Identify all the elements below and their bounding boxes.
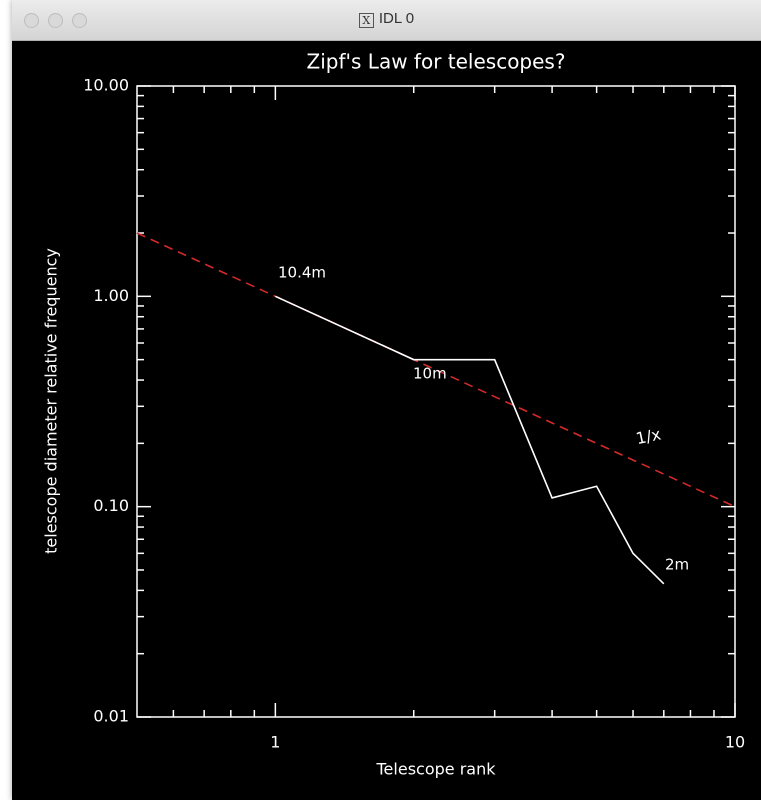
- y-tick-label: 0.10: [93, 496, 129, 515]
- x-axis-label: Telescope rank: [376, 760, 497, 779]
- x-tick-label: 1: [270, 733, 280, 752]
- chart-title: Zipf's Law for telescopes?: [307, 50, 566, 74]
- y-tick-label: 10.00: [83, 76, 129, 95]
- title-bar: X IDL 0: [12, 0, 761, 41]
- annotation: 10.4m: [278, 264, 326, 282]
- window-title-row: X IDL 0: [12, 10, 761, 28]
- plot-window: [12, 41, 761, 800]
- reference-line: [136, 232, 736, 508]
- y-tick-label: 0.01: [93, 707, 129, 726]
- minimize-button[interactable]: [48, 13, 63, 28]
- y-tick-label: 1.00: [93, 286, 129, 305]
- zoom-button[interactable]: [72, 13, 87, 28]
- annotation: 10m: [413, 365, 447, 383]
- plot-frame: [136, 85, 736, 718]
- close-button[interactable]: [24, 13, 39, 28]
- window-title: IDL 0: [378, 10, 415, 27]
- annotation: 2m: [665, 556, 689, 574]
- data-line: [275, 295, 665, 585]
- x11-icon: X: [358, 13, 374, 28]
- x-tick-label: 10: [725, 733, 745, 752]
- window: X IDL 0: [12, 0, 761, 800]
- y-axis-label: telescope diameter relative frequency: [42, 248, 61, 554]
- reference-label: 1/x: [634, 424, 662, 448]
